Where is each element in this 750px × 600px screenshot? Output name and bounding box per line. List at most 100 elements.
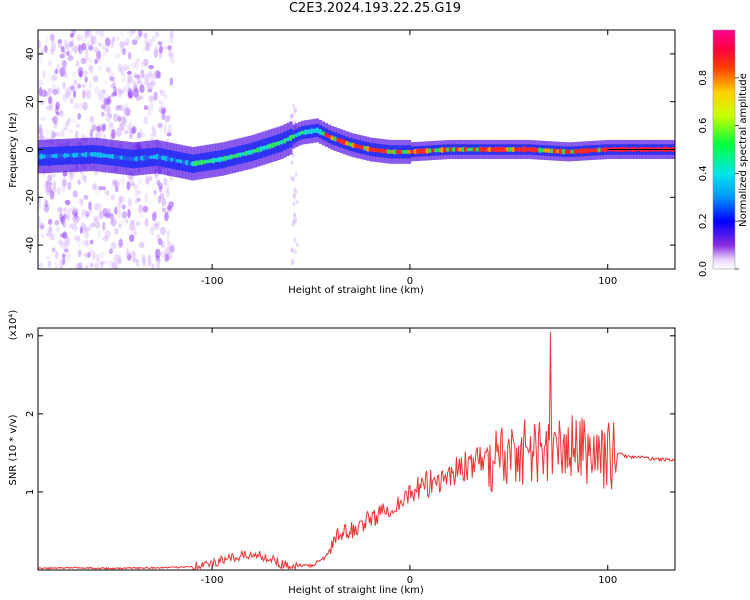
spectrogram-cell — [123, 129, 129, 135]
spectrogram-y-axis-label: Frequency (Hz) — [8, 112, 19, 188]
spectrogram-cell — [129, 128, 133, 139]
spectrogram-cell — [85, 89, 92, 100]
spectrogram-cell — [129, 222, 136, 232]
spectrogram-cell — [89, 64, 94, 75]
snr-series-line — [38, 331, 675, 570]
spectrogram-cell — [97, 42, 102, 47]
spectrogram-cell — [101, 89, 106, 94]
spectrogram-cell — [293, 187, 297, 193]
spectrogram-cell — [94, 86, 100, 94]
spectrogram-cell — [108, 113, 113, 119]
spectrogram-cell — [41, 202, 45, 212]
spectrogram-cell — [87, 260, 92, 268]
spectrogram-cell — [109, 76, 115, 82]
spectrogram-cell — [47, 174, 53, 182]
spectrogram-cell — [66, 212, 71, 222]
spectrogram-core — [392, 149, 397, 155]
spectrogram-cell — [164, 182, 170, 193]
spectrogram-cell — [80, 57, 87, 65]
spectrogram-cell — [51, 247, 56, 253]
spectrogram-cell — [121, 204, 126, 210]
spectrogram-cell — [169, 52, 174, 58]
spectrogram-cell — [131, 126, 136, 135]
spectrogram-cell — [109, 213, 115, 220]
spectrogram-cell — [84, 76, 88, 83]
spectrogram-cell — [74, 235, 81, 241]
spectrogram-cell — [69, 97, 74, 104]
spectrogram-cell — [164, 115, 170, 123]
spectrogram-cell — [110, 241, 117, 250]
spectrogram-cell — [138, 95, 144, 100]
spectrogram-cell — [103, 97, 109, 106]
spectrogram-cell — [142, 205, 149, 213]
spectrogram-cell — [149, 175, 153, 181]
spectrogram-cell — [133, 72, 138, 78]
spectrogram-cell — [99, 125, 105, 133]
spectrogram-cell — [112, 113, 119, 118]
spectrogram-cell — [145, 41, 150, 52]
spectrogram-cell — [126, 248, 130, 258]
spectrogram-cell — [137, 132, 141, 139]
spectrogram-cell — [131, 39, 138, 46]
spectrogram-cell — [54, 132, 60, 137]
spectrogram-cell — [116, 104, 122, 110]
spectrogram-cell — [100, 104, 106, 110]
spectrogram-cell — [117, 256, 122, 264]
spectrogram-cell — [128, 87, 133, 97]
spectrogram-cell — [38, 134, 44, 141]
spectrogram-cell — [107, 106, 111, 114]
spectrogram-cell — [117, 62, 123, 73]
spectrogram-cell — [131, 79, 136, 85]
spectrogram-cell — [93, 202, 100, 211]
spectrogram-cell — [136, 57, 141, 62]
spectrogram-cell — [40, 232, 45, 239]
spectrogram-cell — [93, 216, 98, 223]
spectrogram-cell — [114, 180, 121, 188]
spectrogram-cell — [62, 256, 66, 266]
spectrogram-cell — [136, 197, 141, 202]
spectrogram-cell — [52, 88, 58, 96]
spectrogram-cell — [82, 239, 89, 246]
spectrogram-cell — [75, 208, 80, 213]
spectrogram-cell — [124, 81, 130, 92]
spectrogram-cell — [154, 189, 158, 196]
spectrogram-cell — [40, 48, 45, 56]
spectrogram-cell — [134, 59, 139, 70]
colorbar: 0.0 0.2 0.4 0.6 0.8 Normalized spectral ampl… — [698, 29, 749, 277]
spectrogram-cell — [154, 248, 161, 259]
spectrogram-cell — [147, 110, 152, 117]
spectrogram-cell — [167, 45, 172, 51]
spectrogram-cell — [162, 207, 166, 213]
spectrogram-cell — [120, 176, 125, 186]
spectrogram-cell — [137, 190, 141, 195]
spectrogram-cell — [294, 107, 298, 113]
spectrogram-cell — [70, 85, 75, 91]
spectrogram-cell — [116, 208, 122, 218]
spectrogram-cell — [295, 242, 299, 248]
spectrogram-cell — [125, 37, 130, 46]
spectrogram-cell — [294, 218, 298, 224]
spectrogram-cell — [38, 200, 42, 210]
spectrogram-y-ticks: -40 -20 0 20 40 — [25, 48, 675, 253]
spectrogram-cell — [45, 255, 51, 260]
spectrogram-cell — [38, 196, 41, 203]
spectrogram-cell — [66, 50, 70, 57]
spectrogram-cell — [157, 41, 163, 46]
spectrogram-cell — [123, 63, 128, 71]
spectrogram-cell — [158, 52, 163, 59]
spectrogram-cell — [44, 91, 49, 97]
spectrogram-cell — [45, 185, 51, 196]
spectrogram-core — [143, 154, 148, 161]
spectrogram-cell — [157, 238, 163, 246]
spectrogram-cell — [45, 232, 52, 237]
spectrogram-cell — [104, 37, 111, 47]
spectrogram-cell — [63, 213, 67, 220]
spectrogram-cell — [144, 74, 149, 83]
spectrogram-cell — [140, 60, 145, 69]
spectrogram-cell — [54, 251, 59, 259]
spectrogram-cell — [159, 45, 163, 54]
spectrogram-cell — [133, 88, 140, 99]
spectrogram-cell — [143, 58, 149, 67]
spectrogram-cell — [49, 233, 55, 241]
